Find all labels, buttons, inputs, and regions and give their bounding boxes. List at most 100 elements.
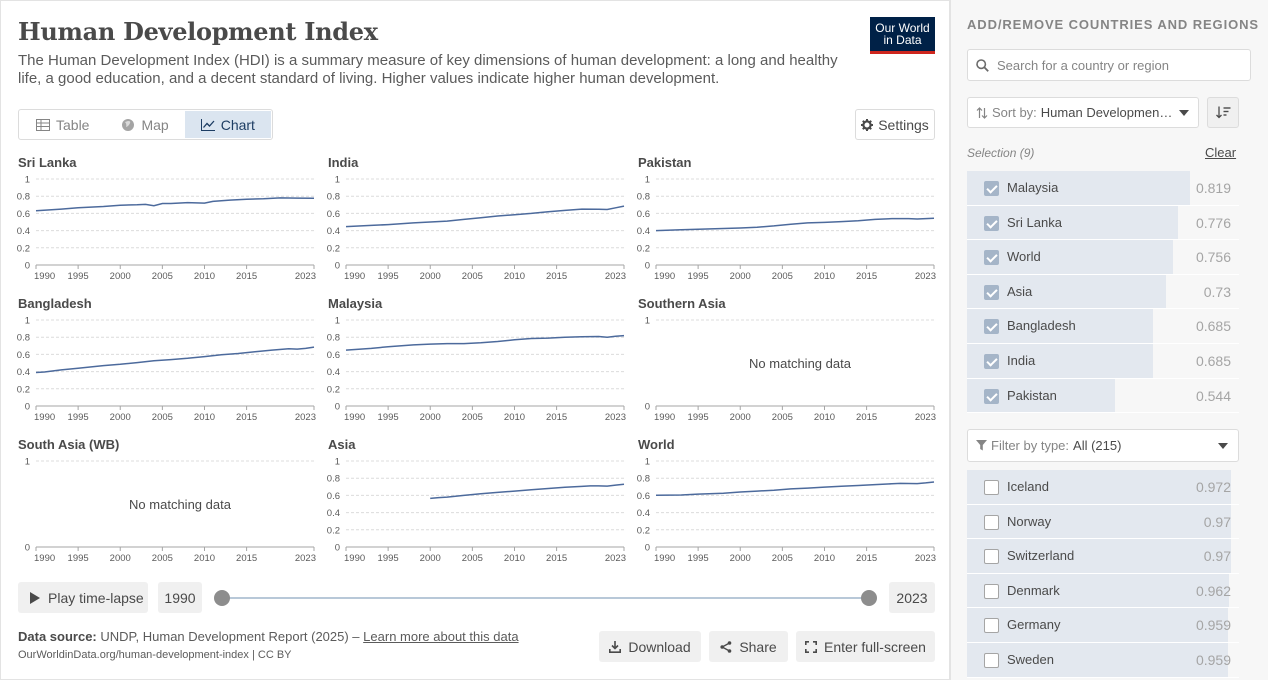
x-tick-label: 2010 <box>814 553 835 564</box>
sort-descending-icon <box>1215 106 1230 119</box>
facet-chart: Asia 0 0.2 0.4 0.6 0.8 1 1990 1995 2000 2005 2010 20… <box>327 437 628 577</box>
x-tick-label: 1995 <box>68 412 89 423</box>
share-icon <box>720 640 732 653</box>
x-tick-label: 2015 <box>856 271 877 282</box>
facet-plot: 0 0.2 0.4 0.6 0.8 1 1990 1995 2000 2005 2010 2015 20… <box>637 457 936 565</box>
start-year-box: 1990 <box>158 582 202 613</box>
search-box[interactable] <box>967 49 1251 81</box>
globe-icon <box>122 118 135 131</box>
filter-icon <box>976 440 987 451</box>
settings-label: Settings <box>878 116 929 133</box>
fullscreen-label: Enter full-screen <box>824 638 926 655</box>
entity-row[interactable]: Sweden 0.959 <box>967 642 1239 678</box>
y-tick-label: 0.8 <box>17 333 30 344</box>
x-tick-label: 2015 <box>856 553 877 564</box>
x-tick-label: 2010 <box>194 271 215 282</box>
learn-more-link[interactable]: Learn more about this data <box>363 629 519 644</box>
entity-checkbox[interactable] <box>984 215 999 231</box>
entity-checkbox[interactable] <box>984 480 999 495</box>
y-tick-label: 0.4 <box>637 226 650 237</box>
entity-checkbox[interactable] <box>984 181 999 196</box>
timeline: Play time-lapse 1990 2023 <box>18 582 935 613</box>
y-tick-label: 0.2 <box>327 243 340 254</box>
x-tick-label: 2000 <box>420 553 441 564</box>
y-tick-label: 0.8 <box>327 333 340 344</box>
clear-selection-link[interactable]: Clear <box>1205 145 1237 160</box>
chart-url[interactable]: OurWorldinData.org/human-development-ind… <box>18 649 292 661</box>
facet-title: Malaysia <box>328 296 383 311</box>
entity-row[interactable]: Pakistan 0.544 <box>967 378 1239 414</box>
y-tick-label: 1 <box>645 316 650 327</box>
y-tick-label: 0.8 <box>327 192 340 203</box>
entity-checkbox[interactable] <box>984 319 999 335</box>
y-tick-label: 0.6 <box>17 209 30 220</box>
sort-select[interactable]: Sort by: Human Development Index <box>967 97 1199 128</box>
entity-checkbox[interactable] <box>984 353 999 369</box>
entity-row[interactable]: Asia 0.73 <box>967 274 1239 310</box>
entity-value: 0.544 <box>1195 387 1231 404</box>
entity-checkbox[interactable] <box>984 514 999 530</box>
sort-order-button[interactable] <box>1207 97 1239 128</box>
entity-checkbox[interactable] <box>984 250 999 266</box>
y-tick-label: 0.2 <box>17 384 30 395</box>
facet-title: Pakistan <box>638 155 692 170</box>
y-tick-label: 0.4 <box>637 508 650 519</box>
entity-checkbox[interactable] <box>984 549 999 565</box>
entity-checkbox[interactable] <box>984 583 999 599</box>
y-tick-label: 1 <box>335 316 340 327</box>
start-year-handle[interactable] <box>214 590 230 606</box>
owid-logo[interactable]: Our World in Data <box>870 17 935 54</box>
x-tick-label: 1995 <box>378 553 399 564</box>
filter-type-select[interactable]: Filter by type: All (215) <box>967 429 1239 462</box>
x-tick-label: 1995 <box>378 412 399 423</box>
download-button[interactable]: Download <box>599 631 701 662</box>
timeline-track[interactable] <box>222 597 869 599</box>
line-chart-icon <box>200 118 215 131</box>
entity-row[interactable]: World 0.756 <box>967 240 1239 275</box>
search-input[interactable] <box>997 57 1237 73</box>
entity-name: Norway <box>1007 513 1052 529</box>
series-line <box>345 334 625 351</box>
filter-label: Filter by type: <box>991 438 1070 453</box>
entity-row[interactable]: Germany 0.959 <box>967 608 1239 643</box>
value-bar <box>967 205 1179 240</box>
share-button[interactable]: Share <box>709 631 788 662</box>
entity-row[interactable]: Bangladesh 0.685 <box>967 309 1239 344</box>
entity-row[interactable]: Sri Lanka 0.776 <box>967 205 1239 241</box>
entity-row[interactable]: Norway 0.97 <box>967 504 1239 540</box>
entity-checkbox[interactable] <box>984 388 999 404</box>
entity-row[interactable]: Iceland 0.972 <box>967 470 1239 505</box>
x-tick-label: 2000 <box>420 412 441 423</box>
tab-map[interactable]: Map <box>105 111 184 138</box>
x-tick-label: 2010 <box>814 412 835 423</box>
panel-heading: ADD/REMOVE COUNTRIES AND REGIONS <box>967 17 1259 32</box>
tab-table-label: Table <box>56 116 90 133</box>
logo-line2: in Data <box>883 33 922 47</box>
fullscreen-button[interactable]: Enter full-screen <box>796 631 935 662</box>
entity-value: 0.972 <box>1195 479 1231 495</box>
end-year-handle[interactable] <box>861 590 877 606</box>
filter-value: All (215) <box>1073 438 1122 453</box>
entity-row[interactable]: India 0.685 <box>967 343 1239 379</box>
facet-plot: 0 0.2 0.4 0.6 0.8 1 1990 1995 2000 2005 2010 2015 20… <box>17 175 316 283</box>
play-icon <box>30 591 40 604</box>
y-tick-label: 0.4 <box>17 367 30 378</box>
facet-title: Bangladesh <box>18 296 92 311</box>
x-tick-label: 2010 <box>504 271 525 282</box>
entity-row[interactable]: Malaysia 0.819 <box>967 171 1239 206</box>
entity-checkbox[interactable] <box>984 618 999 634</box>
entity-row[interactable]: Switzerland 0.97 <box>967 539 1239 574</box>
entity-row[interactable]: Denmark 0.962 <box>967 573 1239 609</box>
available-list: Iceland 0.972 Norway 0.97 Switzerland 0.97 Den… <box>967 470 1239 678</box>
facet-title: Southern Asia <box>638 296 726 311</box>
series-line <box>35 346 315 374</box>
value-bar <box>967 504 1231 539</box>
tab-chart-label: Chart <box>220 116 255 133</box>
entity-checkbox[interactable] <box>984 284 999 300</box>
tab-table[interactable]: Table <box>20 111 105 138</box>
settings-button[interactable]: Settings <box>855 109 935 140</box>
play-timelapse-button[interactable]: Play time-lapse <box>18 582 148 613</box>
entity-checkbox[interactable] <box>984 652 999 668</box>
tab-chart[interactable]: Chart <box>184 111 271 138</box>
x-tick-label: 2005 <box>772 271 793 282</box>
